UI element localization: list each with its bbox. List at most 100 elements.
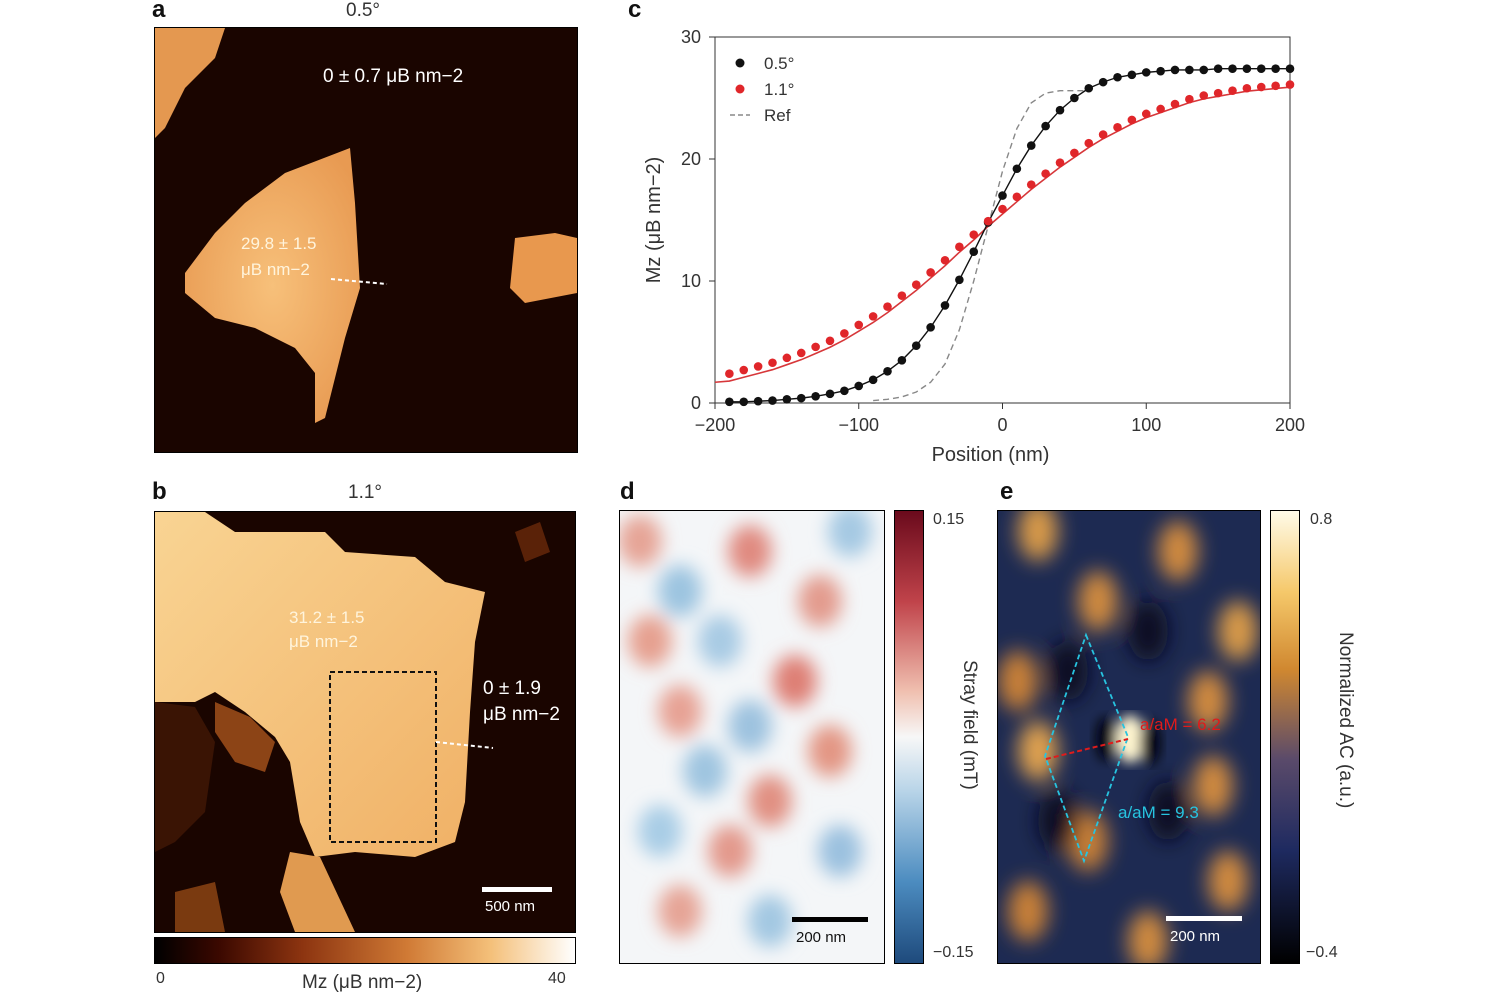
stray-field-blob <box>658 565 702 617</box>
point-0.5deg <box>955 275 964 285</box>
autocorrelation-blob <box>1128 911 1168 963</box>
x-tick-label: −200 <box>695 415 736 435</box>
point-0.5deg <box>940 301 950 310</box>
point-0.5deg <box>753 396 763 406</box>
stray-field-blob <box>658 685 702 737</box>
autocorrelation-blob <box>1068 811 1108 871</box>
point-0.5deg <box>811 391 820 401</box>
point-0.5deg <box>1256 64 1266 74</box>
y-tick-label: 0 <box>691 393 701 413</box>
legend-label: 0.5° <box>764 54 794 73</box>
x-tick-label: 200 <box>1275 415 1305 435</box>
stray-field-blob <box>808 725 852 777</box>
point-1.1deg <box>1141 109 1151 119</box>
point-1.1deg <box>1242 83 1252 93</box>
autocorrelation-blob <box>1078 571 1118 631</box>
stray-field-blob <box>773 655 817 707</box>
point-0.5deg <box>1041 121 1050 131</box>
autocorrelation-blob <box>998 651 1038 711</box>
point-0.5deg <box>1098 77 1108 87</box>
panel-d-letter: d <box>620 478 635 505</box>
point-0.5deg <box>868 375 878 385</box>
point-1.1deg <box>1127 115 1137 125</box>
legend-label: 1.1° <box>764 80 794 99</box>
y-axis-label: Mz (μB nm−2) <box>643 157 665 284</box>
point-1.1deg <box>868 312 878 321</box>
panel-b-domain-shapes <box>155 512 575 932</box>
point-1.1deg <box>768 358 777 368</box>
panel-d-colorbar <box>894 510 924 964</box>
point-1.1deg <box>811 342 820 352</box>
autocorrelation-blob <box>1193 756 1233 816</box>
panel-b-outer-annotation-2: μB nm−2 <box>483 704 560 725</box>
point-1.1deg <box>1156 104 1165 114</box>
stray-field-blob <box>620 515 662 567</box>
y-tick-label: 20 <box>681 149 701 169</box>
point-0.5deg <box>926 323 935 332</box>
panel-b-colorbar-label: Mz (μB nm−2) <box>302 972 423 993</box>
panel-c-letter: c <box>628 0 642 23</box>
point-0.5deg <box>911 341 921 350</box>
point-0.5deg <box>1156 66 1165 76</box>
stray-field-blob <box>658 885 702 937</box>
panel-d-colorbar-min: −0.15 <box>933 944 974 961</box>
point-0.5deg <box>1055 105 1065 115</box>
point-1.1deg <box>1113 122 1122 132</box>
stray-field-blob <box>708 825 752 877</box>
panel-e-blue-annotation: a/aM = 9.3 <box>1118 803 1199 822</box>
x-axis-label: Position (nm) <box>932 444 1050 466</box>
panel-e-colorbar-label: Normalized AC (a.u.) <box>1335 632 1356 809</box>
point-1.1deg <box>739 365 749 375</box>
point-0.5deg <box>854 381 864 391</box>
stray-field-blob <box>628 615 672 667</box>
panel-b-inner-annotation-2: μB nm−2 <box>289 632 358 651</box>
point-1.1deg <box>1070 148 1079 158</box>
panel-b-colorbar-max: 40 <box>548 970 566 987</box>
point-0.5deg <box>1285 64 1295 74</box>
panel-a-outer-annotation: 0 ± 0.7 μB nm−2 <box>323 66 464 87</box>
autocorrelation-blob <box>1018 511 1058 561</box>
point-1.1deg <box>1098 130 1108 139</box>
autocorrelation-blob <box>1158 521 1198 581</box>
panel-c-chart: −200 −100 0 100 200 0 10 20 30 Position (nm) Mz (μ… <box>643 27 1305 466</box>
point-1.1deg <box>1012 192 1022 202</box>
x-tick-label: 0 <box>997 415 1007 435</box>
point-0.5deg <box>1199 65 1209 75</box>
point-0.5deg <box>1084 83 1094 93</box>
point-1.1deg <box>782 353 792 363</box>
x-tick-label: 100 <box>1131 415 1161 435</box>
point-0.5deg <box>1141 68 1151 77</box>
point-0.5deg <box>1113 72 1122 82</box>
panel-a-inner-annotation-1: 29.8 ± 1.5 <box>241 234 317 253</box>
panel-e-letter: e <box>1000 478 1014 505</box>
stray-field-blob <box>748 895 792 947</box>
fit-1.1deg-curve <box>714 86 1291 384</box>
panel-a-letter: a <box>152 0 166 23</box>
panel-e-autocorrelation-map: a/aM = 6.2 a/aM = 9.3 200 nm <box>997 510 1261 964</box>
stray-field-blob <box>638 805 682 857</box>
panel-a-inner-annotation-2: μB nm−2 <box>241 260 310 279</box>
point-1.1deg <box>1170 99 1180 109</box>
stray-field-blob <box>748 775 792 827</box>
point-0.5deg <box>1070 93 1079 103</box>
panel-b-colorbar <box>154 937 576 964</box>
panel-b-outer-annotation-1: 0 ± 1.9 <box>483 678 541 699</box>
point-0.5deg <box>883 366 892 376</box>
stray-field-blob <box>683 745 727 797</box>
panel-a-title: 0.5° <box>346 0 381 21</box>
point-1.1deg <box>1271 81 1280 91</box>
panel-b-title: 1.1° <box>348 482 383 503</box>
point-1.1deg <box>1228 86 1237 95</box>
point-1.1deg <box>1055 158 1065 167</box>
panel-b-inner-annotation-1: 31.2 ± 1.5 <box>289 608 365 627</box>
point-0.5deg <box>768 396 777 405</box>
panel-a-magnetization-map: 0 ± 0.7 μB nm−2 29.8 ± 1.5 μB nm−2 <box>154 27 578 453</box>
point-0.5deg <box>739 397 749 407</box>
autocorrelation-blob <box>1188 671 1228 731</box>
point-0.5deg <box>1012 164 1022 174</box>
autocorrelation-blob <box>1208 851 1248 911</box>
point-1.1deg <box>854 320 864 330</box>
panel-b-letter: b <box>152 478 167 505</box>
point-1.1deg <box>796 348 806 358</box>
panel-e-texture <box>998 511 1258 963</box>
